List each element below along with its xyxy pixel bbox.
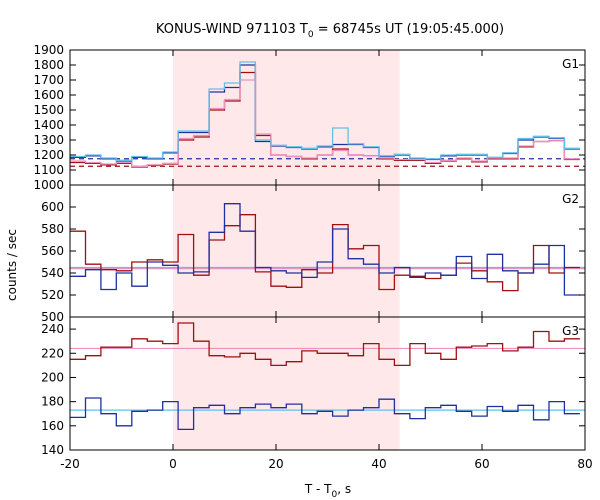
panel-label: G2 [562,192,579,206]
highlight-interval [173,317,400,450]
x-tick-label: -20 [60,457,80,471]
y-tick-label: 540 [41,266,64,280]
panel-g1: 1000110012001300140015001600170018001900… [33,43,586,192]
x-tick-label: 80 [577,457,592,471]
x-tick-label: 20 [268,457,283,471]
series-blue [70,397,580,431]
y-tick-label: 220 [41,346,64,360]
panel-g2: 500 520 540 560 580 600 G2 [41,184,586,324]
series-red [70,214,580,292]
y-tick-label: 160 [41,419,64,433]
series-blue [70,203,580,296]
y-tick-label: 180 [41,395,64,409]
series-pink [70,79,580,167]
panels: 1000110012001300140015001600170018001900… [33,43,592,471]
series-red [70,322,580,367]
y-tick-label: 600 [41,200,64,214]
y-tick-label: 1700 [33,73,64,87]
y-tick-label: 520 [41,288,64,302]
panel-label: G3 [562,324,579,338]
y-tick-label: 1400 [33,118,64,132]
y-tick-label: 580 [41,222,64,236]
chart-title: KONUS-WIND 971103 T0 = 68745s UT (19:05:… [156,22,504,40]
y-tick-label: 1900 [33,43,64,57]
y-tick-label: 240 [41,322,64,336]
panel-frame [69,316,586,451]
y-tick-label: 1500 [33,103,64,117]
y-tick-label: 1800 [33,58,64,72]
x-axis-label: T - T0, s [304,482,351,500]
y-tick-label: 1100 [33,163,64,177]
y-tick-label: 140 [41,443,64,457]
y-tick-label: 560 [41,244,64,258]
highlight-interval [173,185,400,317]
panel-g3: 140 160 180 200 220 240 G3 [41,316,586,457]
y-tick-label: 500 [41,310,64,324]
x-tick-label: 40 [371,457,386,471]
y-tick-label: 1000 [33,178,64,192]
y-tick-label: 1200 [33,148,64,162]
highlight-interval [173,50,400,185]
series-cyan [70,61,580,161]
x-tick-label: 60 [474,457,489,471]
x-tick-label: 0 [169,457,177,471]
y-tick-label: 1300 [33,133,64,147]
y-axis-label: counts / sec [5,229,19,301]
y-tick-label: 1600 [33,88,64,102]
y-tick-label: 200 [41,370,64,384]
panel-label: G1 [562,57,579,71]
